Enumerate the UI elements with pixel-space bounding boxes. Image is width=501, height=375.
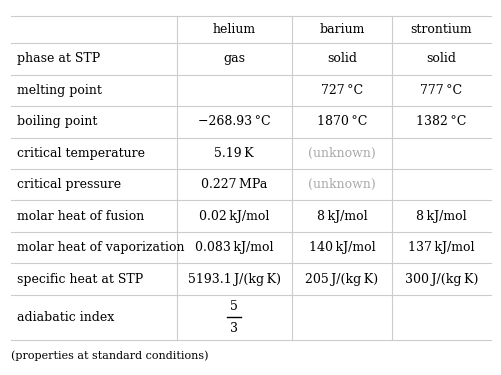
Text: 140 kJ/mol: 140 kJ/mol (308, 241, 375, 254)
Text: 0.02 kJ/mol: 0.02 kJ/mol (198, 210, 269, 223)
Text: critical temperature: critical temperature (18, 147, 145, 160)
Text: (unknown): (unknown) (308, 147, 375, 160)
Text: barium: barium (319, 23, 364, 36)
Text: 5193.1 J/(kg K): 5193.1 J/(kg K) (187, 273, 280, 286)
Text: critical pressure: critical pressure (18, 178, 121, 191)
Text: 777 °C: 777 °C (420, 84, 461, 97)
Text: 0.083 kJ/mol: 0.083 kJ/mol (194, 241, 273, 254)
Text: 137 kJ/mol: 137 kJ/mol (407, 241, 474, 254)
Text: 205 J/(kg K): 205 J/(kg K) (305, 273, 378, 286)
Text: molar heat of vaporization: molar heat of vaporization (18, 241, 184, 254)
Text: boiling point: boiling point (18, 115, 98, 128)
Text: 8 kJ/mol: 8 kJ/mol (415, 210, 466, 223)
Text: phase at STP: phase at STP (18, 53, 100, 65)
Text: 8 kJ/mol: 8 kJ/mol (316, 210, 367, 223)
Text: solid: solid (426, 53, 455, 65)
Text: (properties at standard conditions): (properties at standard conditions) (12, 351, 208, 361)
Text: 1382 °C: 1382 °C (415, 115, 466, 128)
Text: −268.93 °C: −268.93 °C (197, 115, 270, 128)
Text: 300 J/(kg K): 300 J/(kg K) (404, 273, 477, 286)
Text: gas: gas (223, 53, 244, 65)
Text: solid: solid (327, 53, 356, 65)
Text: 3: 3 (230, 322, 238, 335)
Text: 1870 °C: 1870 °C (316, 115, 367, 128)
Text: strontium: strontium (410, 23, 471, 36)
Text: helium: helium (212, 23, 256, 36)
Text: 5.19 K: 5.19 K (214, 147, 254, 160)
Text: 727 °C: 727 °C (320, 84, 362, 97)
Text: molar heat of fusion: molar heat of fusion (18, 210, 144, 223)
Text: adiabatic index: adiabatic index (18, 311, 114, 324)
Text: (unknown): (unknown) (308, 178, 375, 191)
Text: 5: 5 (230, 300, 237, 313)
Text: melting point: melting point (18, 84, 102, 97)
Text: specific heat at STP: specific heat at STP (18, 273, 143, 286)
Text: 0.227 MPa: 0.227 MPa (200, 178, 267, 191)
